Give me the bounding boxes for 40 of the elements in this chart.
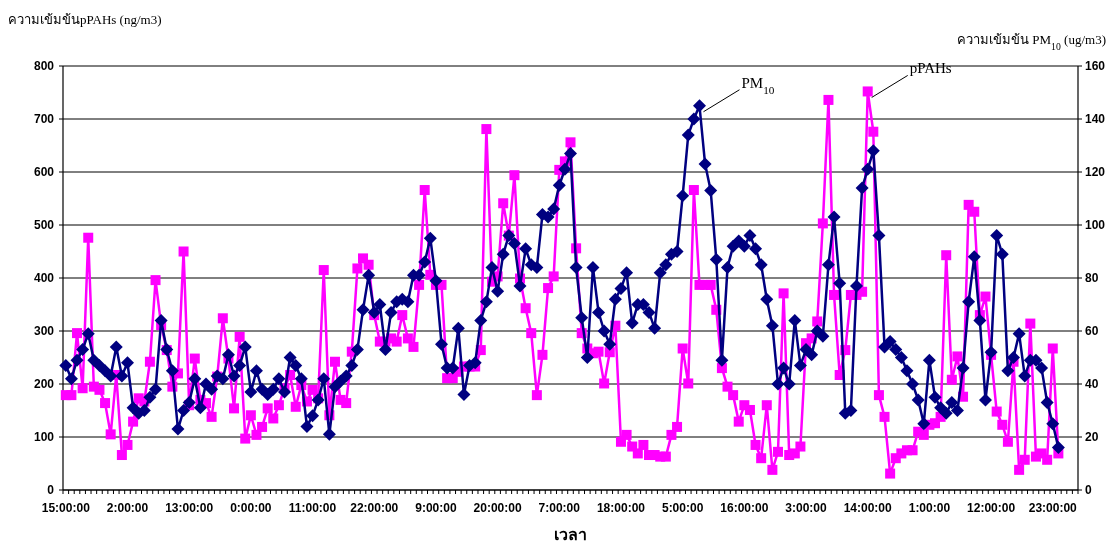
x-tick-label: 7:00:00 (538, 501, 581, 515)
y2-tick-label: 40 (1085, 377, 1099, 391)
y-tick-label: 600 (33, 165, 55, 179)
y2-axis-title: ความเข้มข้น PM$_{10}$ (ug/m3) (957, 32, 1106, 52)
x-tick-label: 12:00:00 (967, 501, 1016, 515)
x-tick-label: 23:00:00 (1028, 501, 1078, 515)
x-tick-label: 13:00:00 (165, 501, 214, 515)
y2-tick-label: 20 (1085, 430, 1099, 444)
y-tick-label: 300 (33, 324, 55, 338)
y2-tick-label: 160 (1085, 59, 1106, 73)
y-tick-label: 700 (33, 112, 55, 126)
x-tick-label: 5:00:00 (661, 501, 704, 515)
x-tick-label: 9:00:00 (415, 501, 457, 515)
y2-tick-label: 60 (1085, 324, 1099, 338)
x-axis-title: เวลา (554, 526, 587, 543)
x-tick-label: 22:00:00 (350, 501, 399, 515)
x-tick-label: 0:00:00 (230, 501, 272, 515)
x-tick-label: 20:00:00 (473, 501, 522, 515)
y-tick-label: 200 (33, 377, 55, 391)
x-tick-label: 14:00:00 (843, 501, 893, 515)
y-tick-label: 500 (33, 218, 55, 232)
y-tick-label: 800 (33, 59, 55, 73)
y2-tick-label: 140 (1085, 112, 1106, 126)
text: pPAHs (909, 60, 952, 77)
x-tick-label: 3:00:00 (785, 501, 828, 515)
x-tick-label: 15:00:00 (41, 501, 91, 515)
y-tick-label: 400 (33, 271, 55, 285)
y-axis-title: ความเข้มข้นpPAHs (ng/m3) (8, 12, 162, 27)
x-tick-label: 2:00:00 (106, 501, 149, 515)
y2-tick-label: 100 (1085, 218, 1106, 232)
y2-tick-label: 120 (1085, 165, 1106, 179)
y-tick-label: 0 (47, 483, 55, 497)
x-tick-label: 11:00:00 (288, 501, 337, 515)
y-tick-label: 100 (33, 430, 55, 444)
x-tick-label: 18:00:00 (596, 501, 646, 515)
y2-tick-label: 0 (1085, 483, 1092, 497)
y2-tick-label: 80 (1085, 271, 1099, 285)
x-tick-label: 16:00:00 (720, 501, 769, 515)
text: PM$_{10}$ (741, 74, 775, 96)
x-tick-label: 1:00:00 (908, 501, 951, 515)
